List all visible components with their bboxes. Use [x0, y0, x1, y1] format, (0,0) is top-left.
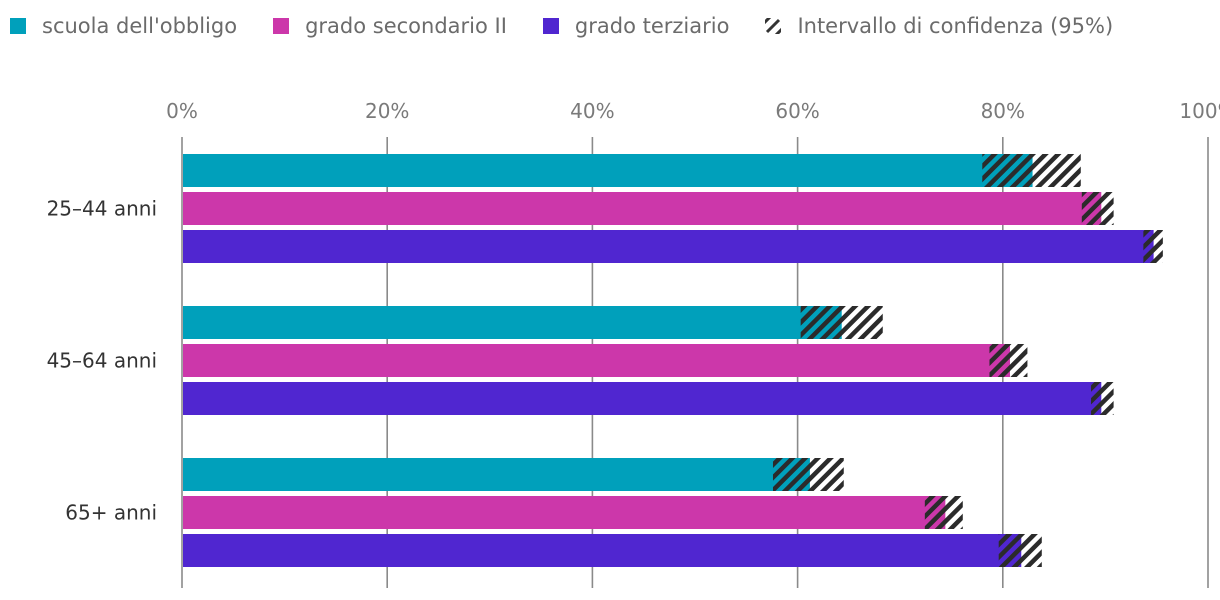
- category-label-2: 65+ anni: [65, 501, 157, 525]
- x-tick-label-60: 60%: [775, 99, 819, 123]
- x-tick-label-20: 20%: [365, 99, 409, 123]
- bar-2-1[interactable]: [183, 496, 946, 529]
- x-tick-label-100: 100%: [1179, 99, 1220, 123]
- legend-item-scuola-obbligo[interactable]: scuola dell'obbligo: [10, 14, 237, 38]
- bar-1-0[interactable]: [183, 306, 842, 339]
- category-label-0: 25–44 anni: [47, 197, 157, 221]
- x-tick-label-80: 80%: [981, 99, 1025, 123]
- confidence-interval-1-0: [800, 306, 883, 339]
- bar-1-1[interactable]: [183, 344, 1010, 377]
- legend-swatch-scuola-obbligo: [10, 18, 26, 34]
- x-tick-label-40: 40%: [570, 99, 614, 123]
- legend-label-confidence-interval: Intervallo di confidenza (95%): [797, 14, 1114, 38]
- confidence-interval-0-1: [1081, 192, 1114, 225]
- bars: [183, 154, 1163, 567]
- x-axis-ticks: 0% 20% 40% 60% 80% 100%: [166, 99, 1220, 123]
- confidence-interval-1-1: [989, 344, 1028, 377]
- confidence-interval-2-2: [998, 534, 1042, 567]
- bar-0-1[interactable]: [183, 192, 1102, 225]
- legend-item-grado-secondario[interactable]: grado secondario II: [273, 14, 507, 38]
- legend-item-grado-terziario[interactable]: grado terziario: [542, 14, 730, 38]
- bar-1-2[interactable]: [183, 382, 1102, 415]
- legend: scuola dell'obbligo grado secondario II …: [10, 10, 1149, 42]
- bar-0-2[interactable]: [183, 230, 1154, 263]
- legend-label-scuola-obbligo: scuola dell'obbligo: [42, 14, 238, 38]
- legend-swatch-grado-secondario: [273, 18, 290, 34]
- bar-0-0[interactable]: [183, 154, 1033, 187]
- bar-2-0[interactable]: [183, 458, 810, 491]
- confidence-interval-2-0: [772, 458, 844, 491]
- legend-swatch-grado-terziario: [542, 18, 559, 34]
- y-axis-categories: 25–44 anni 45–64 anni 65+ anni: [47, 197, 157, 525]
- x-tick-label-0: 0%: [166, 99, 198, 123]
- legend-item-confidence-interval[interactable]: Intervallo di confidenza (95%): [765, 14, 1113, 38]
- confidence-interval-2-1: [924, 496, 963, 529]
- legend-label-grado-terziario: grado terziario: [574, 14, 730, 38]
- bar-2-2[interactable]: [183, 534, 1022, 567]
- legend-label-grado-secondario: grado secondario II: [305, 14, 507, 38]
- confidence-interval-0-0: [982, 154, 1081, 187]
- category-label-1: 45–64 anni: [47, 349, 157, 373]
- confidence-interval-0-2: [1143, 230, 1163, 263]
- confidence-interval-1-2: [1091, 382, 1114, 415]
- hatch-pattern-icon: [765, 18, 782, 34]
